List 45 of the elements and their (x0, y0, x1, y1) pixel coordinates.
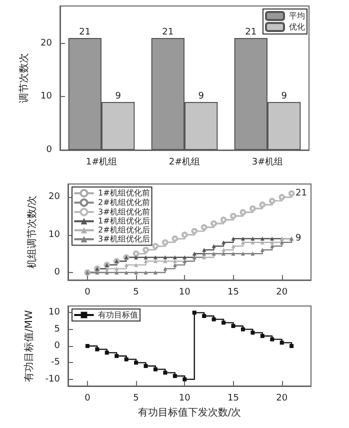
x-tick-label: 5 (133, 394, 139, 404)
y-tick-label: 0 (54, 341, 60, 351)
data-label: 9 (198, 92, 204, 102)
y-tick-label: 10 (48, 230, 60, 240)
y-tick-label: 0 (54, 267, 60, 278)
y-axis-title: 有功目标值/MW (22, 310, 35, 382)
y-tick-label: 20 (48, 192, 60, 202)
data-label: 21 (162, 28, 174, 38)
y-axis-title: 调节次数次 (18, 53, 30, 103)
annotation: 21 (296, 188, 308, 198)
data-label: 9 (281, 92, 288, 102)
y-axis-title: 机组调节次数/次 (26, 195, 38, 269)
legend-label: 3#机组优化前 (98, 208, 150, 216)
x-tick-label: 20 (276, 394, 288, 404)
y-tick-label: 5 (54, 324, 60, 334)
legend-label: 平均 (289, 12, 305, 20)
legend-label: 1#机组优化后 (98, 216, 150, 226)
legend-label: 1#机组优化前 (98, 188, 150, 198)
x-axis-title: 有功目标值下发次数/次 (138, 406, 242, 418)
y-tick-label: -10 (45, 374, 60, 384)
y-tick-label: 20 (40, 38, 52, 48)
data-label: 21 (245, 28, 257, 38)
x-tick-label: 10 (178, 394, 191, 404)
y-tick-label: 10 (40, 92, 52, 102)
legend-label: 2#机组优化前 (98, 198, 150, 208)
x-tick-label: 3#机组 (252, 156, 284, 168)
x-tick-label: 1#机组 (86, 156, 118, 168)
x-tick-label: 10 (178, 288, 191, 298)
y-tick-label: -5 (51, 358, 60, 368)
x-tick-label: 0 (84, 288, 91, 298)
legend-label: 优化 (289, 22, 305, 32)
x-tick-label: 2#机组 (168, 156, 200, 168)
data-label: 9 (115, 92, 122, 102)
y-tick-label: 10 (48, 308, 60, 318)
legend-label: 2#机组优化后 (98, 226, 150, 235)
legend-label: 有功目标值 (98, 310, 138, 320)
x-tick-label: 20 (276, 288, 288, 298)
x-tick-label: 0 (84, 394, 91, 404)
y-tick-label: 0 (46, 145, 52, 155)
x-tick-label: 15 (228, 288, 239, 298)
annotation: 9 (296, 234, 302, 244)
data-label: 21 (79, 28, 91, 38)
x-tick-label: 15 (228, 394, 239, 404)
x-tick-label: 5 (133, 288, 139, 298)
legend-label: 3#机组优化后 (98, 234, 150, 244)
